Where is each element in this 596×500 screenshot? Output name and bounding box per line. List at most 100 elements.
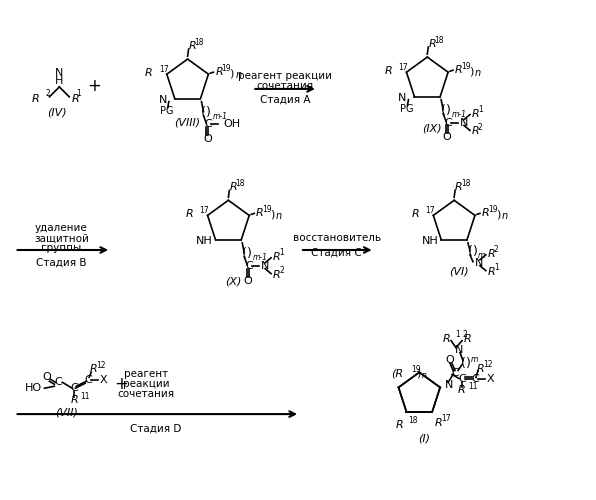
Text: R: R	[32, 94, 39, 104]
Text: X: X	[487, 374, 495, 384]
Text: R: R	[464, 334, 472, 344]
Text: R: R	[488, 249, 496, 259]
Text: N: N	[475, 258, 483, 268]
Text: O: O	[244, 276, 253, 285]
Text: m-1: m-1	[212, 112, 228, 121]
Text: R: R	[385, 66, 393, 76]
Text: C: C	[444, 118, 452, 128]
Text: 17: 17	[426, 206, 435, 215]
Text: m-1: m-1	[253, 254, 268, 262]
Text: 18: 18	[194, 38, 204, 46]
Text: R: R	[273, 252, 281, 262]
Text: (: (	[242, 248, 247, 260]
Text: +: +	[87, 77, 101, 95]
Text: 19: 19	[221, 64, 231, 72]
Text: R: R	[215, 67, 223, 77]
Text: m: m	[471, 355, 479, 364]
Text: 2: 2	[478, 123, 483, 132]
Text: 19: 19	[461, 62, 471, 70]
Text: NH: NH	[421, 236, 438, 246]
Text: C: C	[54, 378, 62, 388]
Text: 18: 18	[434, 36, 444, 44]
Text: ): )	[473, 246, 477, 258]
Text: R: R	[482, 208, 490, 218]
Text: R: R	[455, 65, 463, 75]
Text: (IX): (IX)	[423, 124, 442, 134]
Text: реагент: реагент	[124, 370, 168, 380]
Text: R: R	[442, 334, 450, 344]
Text: N: N	[55, 68, 64, 78]
Text: R: R	[472, 126, 480, 136]
Text: +: +	[114, 375, 128, 393]
Text: O: O	[446, 354, 454, 364]
Text: C: C	[458, 374, 466, 384]
Text: C: C	[471, 374, 479, 384]
Text: 1: 1	[455, 330, 460, 339]
Text: HO: HO	[25, 383, 42, 393]
Text: N: N	[159, 94, 167, 104]
Text: Стадия A: Стадия A	[260, 95, 311, 105]
Text: 19: 19	[262, 205, 272, 214]
Text: n: n	[475, 68, 481, 78]
Text: (I): (I)	[418, 434, 430, 444]
Text: (VII): (VII)	[55, 407, 77, 417]
Text: 11: 11	[468, 382, 477, 391]
Text: (IV): (IV)	[48, 108, 67, 118]
Text: реакции: реакции	[123, 379, 169, 389]
Text: R: R	[145, 68, 153, 78]
Text: n: n	[276, 212, 282, 222]
Text: R: R	[455, 182, 463, 192]
Text: 2: 2	[279, 266, 284, 275]
Text: (VIII): (VIII)	[175, 118, 201, 128]
Text: R: R	[396, 420, 403, 430]
Text: защитной: защитной	[34, 233, 89, 243]
Text: C: C	[84, 376, 92, 386]
Text: C: C	[246, 260, 253, 270]
Text: Стадия D: Стадия D	[130, 424, 181, 434]
Text: ): )	[446, 104, 451, 117]
Text: (: (	[440, 104, 446, 117]
Text: R: R	[70, 395, 78, 405]
Text: 17: 17	[399, 62, 408, 72]
Text: восстановитель: восстановитель	[293, 233, 381, 243]
Text: 11: 11	[80, 392, 90, 400]
Text: (: (	[461, 357, 465, 370]
Text: Стадия B: Стадия B	[36, 258, 86, 268]
Text: ): )	[469, 66, 473, 76]
Text: C: C	[70, 383, 78, 393]
Text: реагент реакции: реагент реакции	[238, 71, 332, 81]
Text: группы: группы	[41, 243, 82, 253]
Text: N: N	[261, 260, 269, 270]
Text: PG: PG	[400, 104, 413, 114]
Text: сочетания: сочетания	[256, 81, 313, 91]
Text: (X): (X)	[225, 277, 241, 287]
Text: R: R	[188, 41, 196, 51]
Text: C: C	[451, 368, 459, 378]
Text: 12: 12	[483, 360, 492, 369]
Text: n: n	[502, 212, 508, 222]
Text: O: O	[42, 372, 51, 382]
Text: ): )	[229, 68, 234, 78]
Text: 2: 2	[462, 330, 467, 339]
Text: ): )	[247, 248, 252, 260]
Text: R: R	[458, 386, 466, 396]
Text: ): )	[465, 357, 470, 370]
Text: ): )	[206, 106, 211, 119]
Text: 17: 17	[200, 206, 209, 215]
Text: сочетания: сочетания	[117, 389, 175, 399]
Text: 1: 1	[279, 248, 284, 258]
Text: H: H	[55, 76, 64, 86]
Text: N: N	[460, 118, 468, 128]
Text: N: N	[445, 380, 454, 390]
Text: m-1: m-1	[452, 110, 467, 119]
Text: R: R	[488, 266, 496, 276]
Text: 12: 12	[96, 361, 105, 370]
Text: (: (	[201, 106, 206, 119]
Text: R: R	[90, 364, 98, 374]
Text: O: O	[203, 134, 212, 144]
Text: 1: 1	[494, 263, 499, 272]
Text: R: R	[186, 210, 194, 220]
Text: 18: 18	[235, 179, 245, 188]
Text: удаление: удаление	[35, 223, 88, 233]
Text: R: R	[477, 364, 485, 374]
